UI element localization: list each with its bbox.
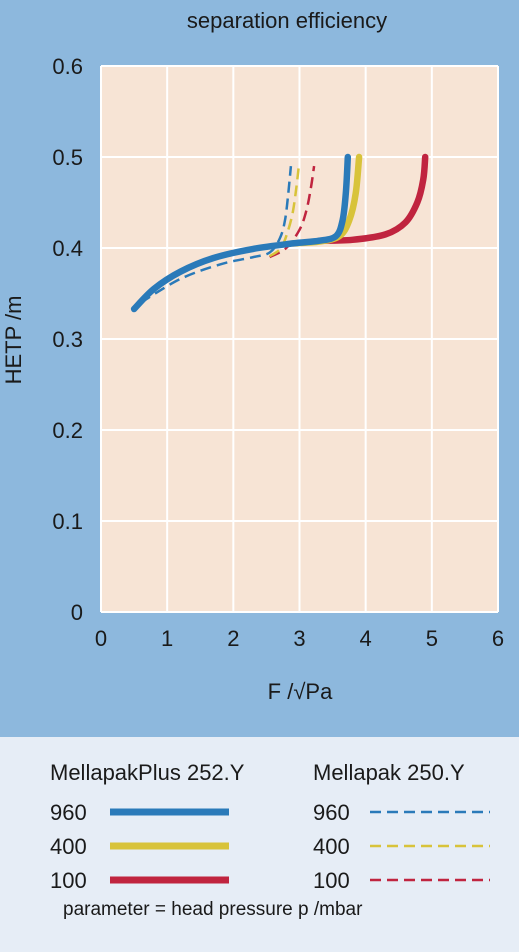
x-tick-label: 1 (161, 626, 173, 651)
legend-label-960-right: 960 (313, 800, 350, 825)
y-tick-label: 0 (71, 600, 83, 625)
series-line-mellapak-100 (269, 165, 316, 259)
x-tick-labels: 0 1 2 3 4 5 6 (95, 626, 504, 651)
legend-label-100-left: 100 (50, 868, 87, 893)
x-tick-label: 4 (360, 626, 372, 651)
grid (100, 65, 499, 613)
legend-heading-mellapakplus: MellapakPlus 252.Y (50, 760, 245, 785)
y-axis-label: HETP /m (1, 296, 26, 385)
legend-heading-mellapak: Mellapak 250.Y (313, 760, 465, 785)
legend-panel (0, 737, 519, 952)
x-tick-label: 3 (293, 626, 305, 651)
series-line-mellapak-960 (140, 165, 293, 304)
legend-label-100-right: 100 (313, 868, 350, 893)
series-lines (130, 153, 429, 313)
series-line-mellapakplus-960 (130, 153, 352, 313)
legend-label-960-left: 960 (50, 800, 87, 825)
x-tick-label: 6 (492, 626, 504, 651)
x-tick-label: 0 (95, 626, 107, 651)
y-tick-label: 0.2 (52, 418, 83, 443)
legend-label-400-left: 400 (50, 834, 87, 859)
x-tick-label: 5 (426, 626, 438, 651)
y-tick-label: 0.5 (52, 145, 83, 170)
x-tick-label: 2 (227, 626, 239, 651)
legend-note: parameter = head pressure p /mbar (63, 899, 363, 920)
y-tick-label: 0.1 (52, 509, 83, 534)
y-tick-labels: 0 0.1 0.2 0.3 0.4 0.5 0.6 (52, 54, 83, 625)
series-line-mellapakplus-100 (316, 153, 429, 244)
y-tick-label: 0.6 (52, 54, 83, 79)
y-tick-label: 0.4 (52, 236, 83, 261)
series-line-mellapak-400 (268, 165, 301, 258)
y-tick-label: 0.3 (52, 327, 83, 352)
x-axis-label: F /√Pa (268, 679, 333, 704)
chart-title: separation efficiency (187, 8, 387, 33)
legend-label-400-right: 400 (313, 834, 350, 859)
